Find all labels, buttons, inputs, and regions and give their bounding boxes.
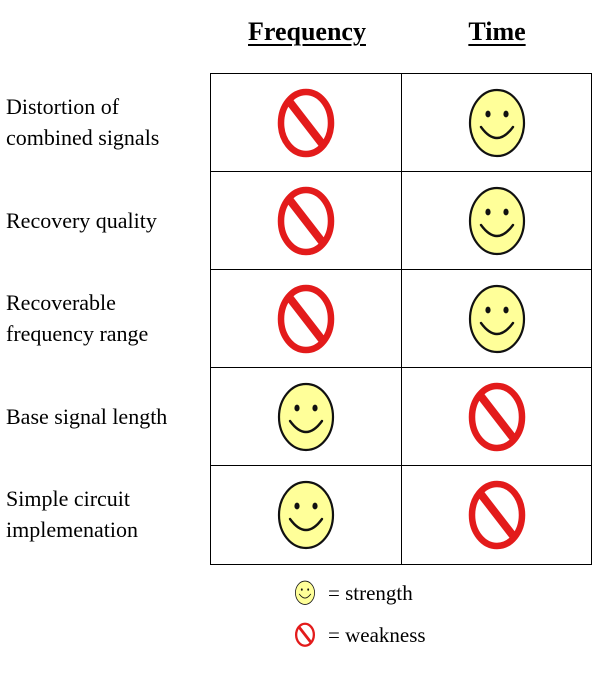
- column-header-time: Time: [468, 17, 526, 46]
- smiley-face-icon: [276, 479, 336, 551]
- legend-weakness: = weakness: [290, 622, 426, 648]
- cell-row4-time: [402, 368, 592, 466]
- cell-row3-time: [402, 270, 592, 368]
- cell-row1-time: [402, 74, 592, 172]
- row-label-base-signal-length: Base signal length: [6, 403, 168, 429]
- row-label-recoverable-range: Recoverable frequency range: [6, 290, 149, 346]
- column-header-frequency: Frequency: [248, 17, 366, 46]
- cell-row5-frequency: [211, 466, 402, 564]
- cell-row2-time: [402, 172, 592, 270]
- smiley-face-icon: [290, 580, 320, 606]
- cell-row2-frequency: [211, 172, 402, 270]
- prohibited-sign-icon: [290, 622, 320, 648]
- row-label-distortion: Distortion of combined signals: [6, 94, 160, 150]
- row-label-recovery-quality: Recovery quality: [6, 207, 157, 233]
- prohibited-sign-icon: [467, 479, 527, 551]
- prohibited-sign-icon: [276, 185, 336, 257]
- cell-row1-frequency: [211, 74, 402, 172]
- legend-strength: = strength: [290, 580, 413, 606]
- prohibited-sign-icon: [467, 381, 527, 453]
- smiley-face-icon: [467, 185, 527, 257]
- cell-row5-time: [402, 466, 592, 564]
- smiley-face-icon: [467, 87, 527, 159]
- prohibited-sign-icon: [276, 283, 336, 355]
- smiley-face-icon: [276, 381, 336, 453]
- row-label-simple-circuit: Simple circuit implemenation: [6, 486, 138, 542]
- legend-strength-label: = strength: [328, 581, 413, 605]
- smiley-face-icon: [467, 283, 527, 355]
- comparison-table: [210, 73, 592, 565]
- cell-row4-frequency: [211, 368, 402, 466]
- legend-weakness-label: = weakness: [328, 623, 426, 647]
- prohibited-sign-icon: [276, 87, 336, 159]
- cell-row3-frequency: [211, 270, 402, 368]
